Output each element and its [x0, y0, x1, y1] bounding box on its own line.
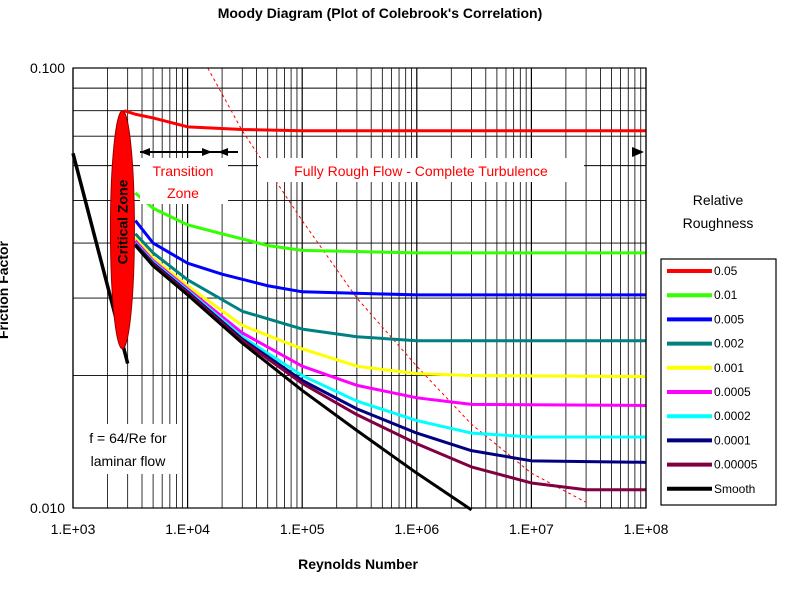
transition-arrow-head-right: [202, 148, 212, 156]
critical-zone-label: Critical Zone: [114, 179, 130, 264]
y-tick-label: 0.010: [30, 500, 65, 516]
x-tick-label: 1.E+06: [394, 521, 439, 537]
series-lines: [71, 67, 647, 512]
y-tick-label: 0.100: [30, 60, 65, 76]
series-line-3: [134, 232, 646, 343]
x-tick-label: 1.E+08: [624, 521, 669, 537]
x-tick-label: 1.E+07: [509, 521, 554, 537]
laminar-label-box: [76, 424, 180, 474]
x-tick-label: 1.E+03: [51, 521, 96, 537]
transition-label-box: [140, 158, 228, 204]
series-line-2: [134, 219, 646, 297]
series-line-5: [134, 239, 647, 407]
series-line-4: [134, 237, 647, 379]
series-line-0: [123, 109, 646, 133]
legend-label-1: 0.01: [714, 288, 738, 302]
legend: Relative Roughness 0.05 0.01 0.005 0.002 0.001…: [660, 192, 777, 506]
y-axis-label: Friction Factor: [0, 240, 11, 339]
fully-rough-label-box: [258, 158, 584, 182]
fully-rough-arrow-head-left: [218, 148, 228, 156]
legend-title-line1: Relative: [693, 192, 744, 208]
complete-turbulence-boundary-line: [207, 67, 587, 503]
legend-label-3: 0.002: [714, 337, 744, 351]
chart-title: Moody Diagram (Plot of Colebrook's Corre…: [218, 5, 543, 21]
fully-rough-arrow-head-right: [632, 147, 644, 157]
legend-label-0: 0.05: [714, 264, 738, 278]
series-line-9: [134, 244, 473, 512]
x-tick-label: 1.E+05: [280, 521, 325, 537]
x-tick-label: 1.E+04: [165, 521, 210, 537]
fully-rough-label: Fully Rough Flow - Complete Turbulence: [294, 163, 548, 179]
legend-label-6: 0.0002: [714, 409, 751, 423]
legend-label-7: 0.0001: [714, 433, 751, 447]
transition-arrow-head-left: [140, 148, 150, 156]
axes: 1.E+03 1.E+04 1.E+05 1.E+06 1.E+07 1.E+08 0.01…: [30, 60, 669, 537]
laminar-label-line2: laminar flow: [91, 453, 167, 469]
legend-title-line2: Roughness: [683, 215, 754, 231]
legend-label-4: 0.001: [714, 361, 744, 375]
transition-label-line1: Transition: [153, 163, 214, 179]
legend-label-5: 0.0005: [714, 385, 751, 399]
transition-label-line2: Zone: [167, 185, 199, 201]
legend-label-9: Smooth: [714, 482, 755, 496]
laminar-label-line1: f = 64/Re for: [89, 430, 167, 446]
series-line-1: [134, 191, 646, 255]
critical-zone-ellipse: [109, 110, 135, 350]
legend-label-8: 0.00005: [714, 458, 758, 472]
x-axis-label: Reynolds Number: [298, 556, 418, 572]
legend-label-2: 0.005: [714, 312, 744, 326]
annotations: Critical Zone Transition Zone Fully Rough F…: [76, 110, 644, 474]
plot-frame: [72, 67, 647, 509]
